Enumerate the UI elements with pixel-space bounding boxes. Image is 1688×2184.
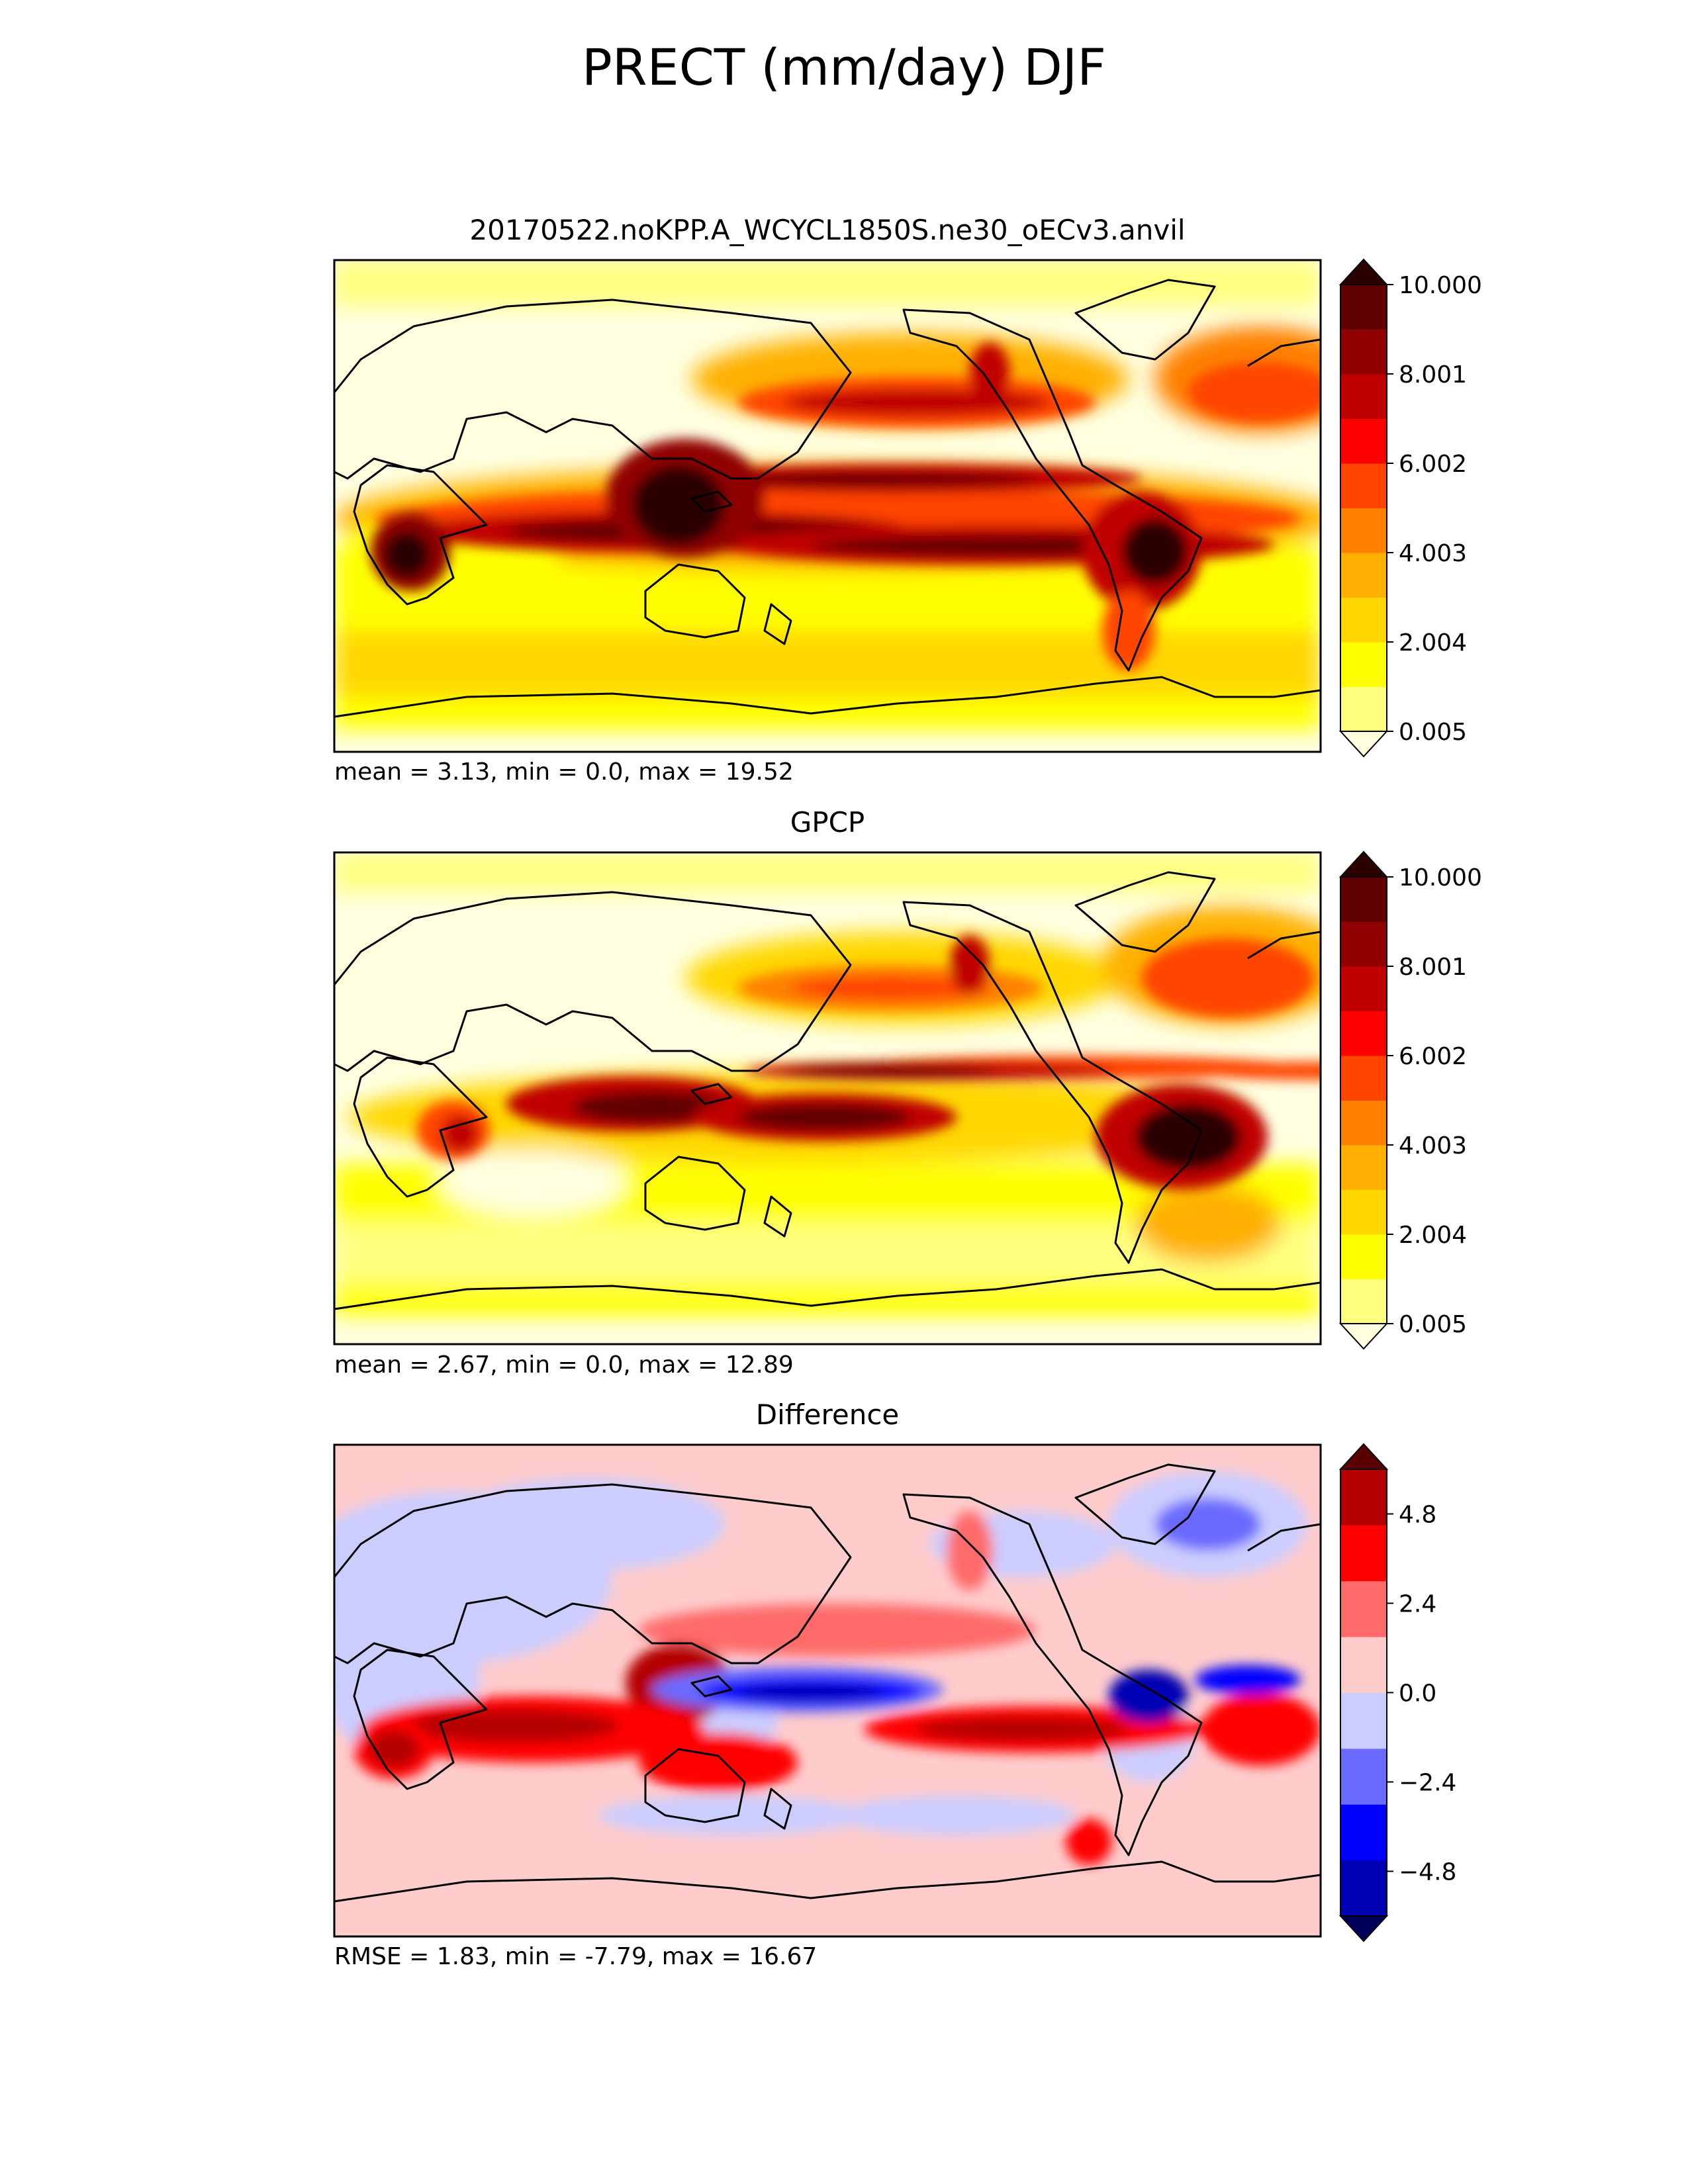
colorbar-extend-min — [1338, 1323, 1389, 1350]
colorbar-bin — [1340, 1189, 1387, 1235]
colorbar-bin — [1340, 1748, 1387, 1805]
panel-model: 20170522.noKPP.A_WCYCL1850S.ne30_oECv3.a… — [333, 214, 1482, 786]
colorbar-extend-max — [1338, 258, 1389, 285]
colorbar-bin — [1340, 553, 1387, 598]
colorbar-bin — [1340, 686, 1387, 732]
colorbar-bin — [1340, 418, 1387, 464]
colorbar-bin — [1340, 642, 1387, 687]
map-plot-area — [333, 1443, 1322, 1938]
colorbar: 10.000 8.001 6.002 4.003 2.004 0.005 — [1338, 258, 1482, 758]
colorbar-bin — [1340, 1804, 1387, 1861]
colorbar-extend-max — [1338, 1443, 1389, 1470]
map-plot-area — [333, 259, 1322, 753]
colorbar: 4.8 2.4 0.0 −2.4 −4.8 — [1338, 1443, 1456, 1942]
colorbar-tick-label: 10.000 — [1399, 864, 1482, 891]
colorbar-bin — [1340, 374, 1387, 419]
colorbar-tick-label: 4.8 — [1399, 1502, 1436, 1529]
panel-stats: RMSE = 1.83, min = -7.79, max = 16.67 — [334, 1943, 817, 1970]
colorbar-bin — [1340, 597, 1387, 643]
colorbar-bin — [1340, 1525, 1387, 1582]
panel-stats: mean = 2.67, min = 0.0, max = 12.89 — [334, 1351, 794, 1379]
colorbar-bin — [1340, 1056, 1387, 1101]
colorbar-bin — [1340, 508, 1387, 553]
colorbar-bin — [1340, 1279, 1387, 1324]
colorbar-tick-label: 2.004 — [1399, 629, 1467, 657]
colorbar-bin — [1340, 877, 1387, 922]
colorbar-tick-label: 2.4 — [1399, 1591, 1436, 1618]
colorbar-bin — [1340, 463, 1387, 508]
colorbar-bin — [1340, 1860, 1387, 1917]
colorbar-extend-min — [1338, 731, 1389, 758]
colorbar-bin — [1340, 1234, 1387, 1279]
panel-title: Difference — [756, 1398, 900, 1431]
colorbar-tick-label: 0.005 — [1399, 719, 1467, 746]
colorbar-tick-label: 4.003 — [1399, 540, 1467, 567]
colorbar-tick-label: −2.4 — [1399, 1770, 1456, 1797]
colorbar-bin — [1340, 1011, 1387, 1056]
colorbar-tick-label: 4.003 — [1399, 1132, 1467, 1160]
colorbar-tick-label: 2.004 — [1399, 1222, 1467, 1249]
colorbar-tick-label: −4.8 — [1399, 1859, 1456, 1886]
colorbar-bin — [1340, 1692, 1387, 1749]
colorbar-bin — [1340, 329, 1387, 375]
panel-gpcp: GPCP mean = 2.67, min = 0.0, max = 12.89… — [333, 806, 1482, 1379]
colorbar-bin — [1340, 285, 1387, 330]
colorbar-bin — [1340, 1100, 1387, 1146]
map-plot-area — [333, 851, 1322, 1345]
colorbar-tick-label: 6.002 — [1399, 451, 1467, 478]
colorbar-extend-min — [1338, 1915, 1389, 1942]
panel-difference: Difference RMSE = 1.83, min = -7.79, max… — [333, 1398, 1456, 1970]
colorbar-extend-max — [1338, 850, 1389, 878]
figure-title: PRECT (mm/day) DJF — [582, 38, 1106, 97]
colorbar-tick-label: 8.001 — [1399, 361, 1467, 388]
colorbar-bin — [1340, 1580, 1387, 1637]
colorbar-tick-label: 8.001 — [1399, 954, 1467, 981]
panel-stats: mean = 3.13, min = 0.0, max = 19.52 — [334, 758, 794, 786]
colorbar-bin — [1340, 921, 1387, 967]
colorbar-bin — [1340, 1145, 1387, 1190]
colorbar-tick-label: 10.000 — [1399, 272, 1482, 299]
panel-title: 20170522.noKPP.A_WCYCL1850S.ne30_oECv3.a… — [469, 214, 1185, 246]
colorbar-bin — [1340, 1469, 1387, 1525]
colorbar: 10.000 8.001 6.002 4.003 2.004 0.005 — [1338, 850, 1482, 1350]
colorbar-tick-label: 6.002 — [1399, 1043, 1467, 1070]
colorbar-tick-label: 0.005 — [1399, 1311, 1467, 1338]
colorbar-bin — [1340, 1637, 1387, 1693]
panel-title: GPCP — [790, 806, 865, 839]
colorbar-tick-label: 0.0 — [1399, 1680, 1436, 1707]
colorbar-bin — [1340, 966, 1387, 1011]
